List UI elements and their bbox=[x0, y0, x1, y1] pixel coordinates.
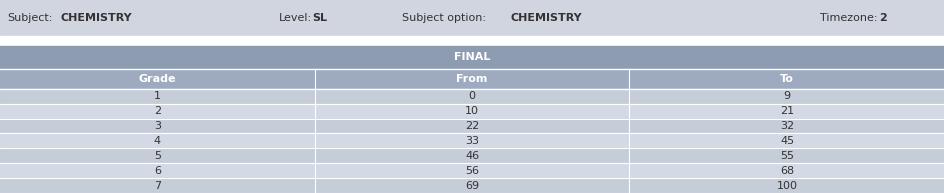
Text: CHEMISTRY: CHEMISTRY bbox=[510, 13, 582, 23]
Bar bbox=[0, 46, 944, 69]
Text: 6: 6 bbox=[154, 166, 160, 176]
Bar bbox=[0, 178, 944, 193]
Text: 1: 1 bbox=[154, 91, 160, 101]
Text: 22: 22 bbox=[464, 121, 479, 131]
Text: 55: 55 bbox=[780, 151, 793, 161]
Bar bbox=[0, 69, 944, 89]
Text: 2: 2 bbox=[878, 13, 885, 23]
Text: 21: 21 bbox=[780, 106, 793, 116]
Text: 69: 69 bbox=[464, 181, 479, 190]
Bar bbox=[0, 119, 944, 133]
Text: FINAL: FINAL bbox=[454, 52, 490, 62]
Text: 68: 68 bbox=[780, 166, 793, 176]
Bar bbox=[0, 89, 944, 104]
Bar bbox=[0, 0, 944, 36]
Text: 46: 46 bbox=[464, 151, 479, 161]
Text: Subject option:: Subject option: bbox=[401, 13, 485, 23]
Text: 7: 7 bbox=[154, 181, 160, 190]
Text: 56: 56 bbox=[464, 166, 479, 176]
Text: Subject:: Subject: bbox=[8, 13, 53, 23]
Text: 45: 45 bbox=[780, 136, 793, 146]
Text: 4: 4 bbox=[154, 136, 160, 146]
Bar bbox=[0, 148, 944, 163]
Text: CHEMISTRY: CHEMISTRY bbox=[60, 13, 132, 23]
Text: Timezone:: Timezone: bbox=[819, 13, 877, 23]
Text: Level:: Level: bbox=[278, 13, 312, 23]
Bar bbox=[0, 163, 944, 178]
Bar bbox=[0, 104, 944, 119]
Text: 2: 2 bbox=[154, 106, 160, 116]
Text: 100: 100 bbox=[776, 181, 797, 190]
Text: To: To bbox=[780, 74, 793, 84]
Bar bbox=[0, 36, 944, 46]
Text: 32: 32 bbox=[780, 121, 793, 131]
Bar bbox=[0, 133, 944, 148]
Text: 5: 5 bbox=[154, 151, 160, 161]
Text: SL: SL bbox=[312, 13, 327, 23]
Text: 10: 10 bbox=[464, 106, 479, 116]
Text: 0: 0 bbox=[468, 91, 475, 101]
Text: 33: 33 bbox=[464, 136, 479, 146]
Text: 9: 9 bbox=[783, 91, 790, 101]
Text: Grade: Grade bbox=[139, 74, 176, 84]
Text: 3: 3 bbox=[154, 121, 160, 131]
Text: From: From bbox=[456, 74, 487, 84]
